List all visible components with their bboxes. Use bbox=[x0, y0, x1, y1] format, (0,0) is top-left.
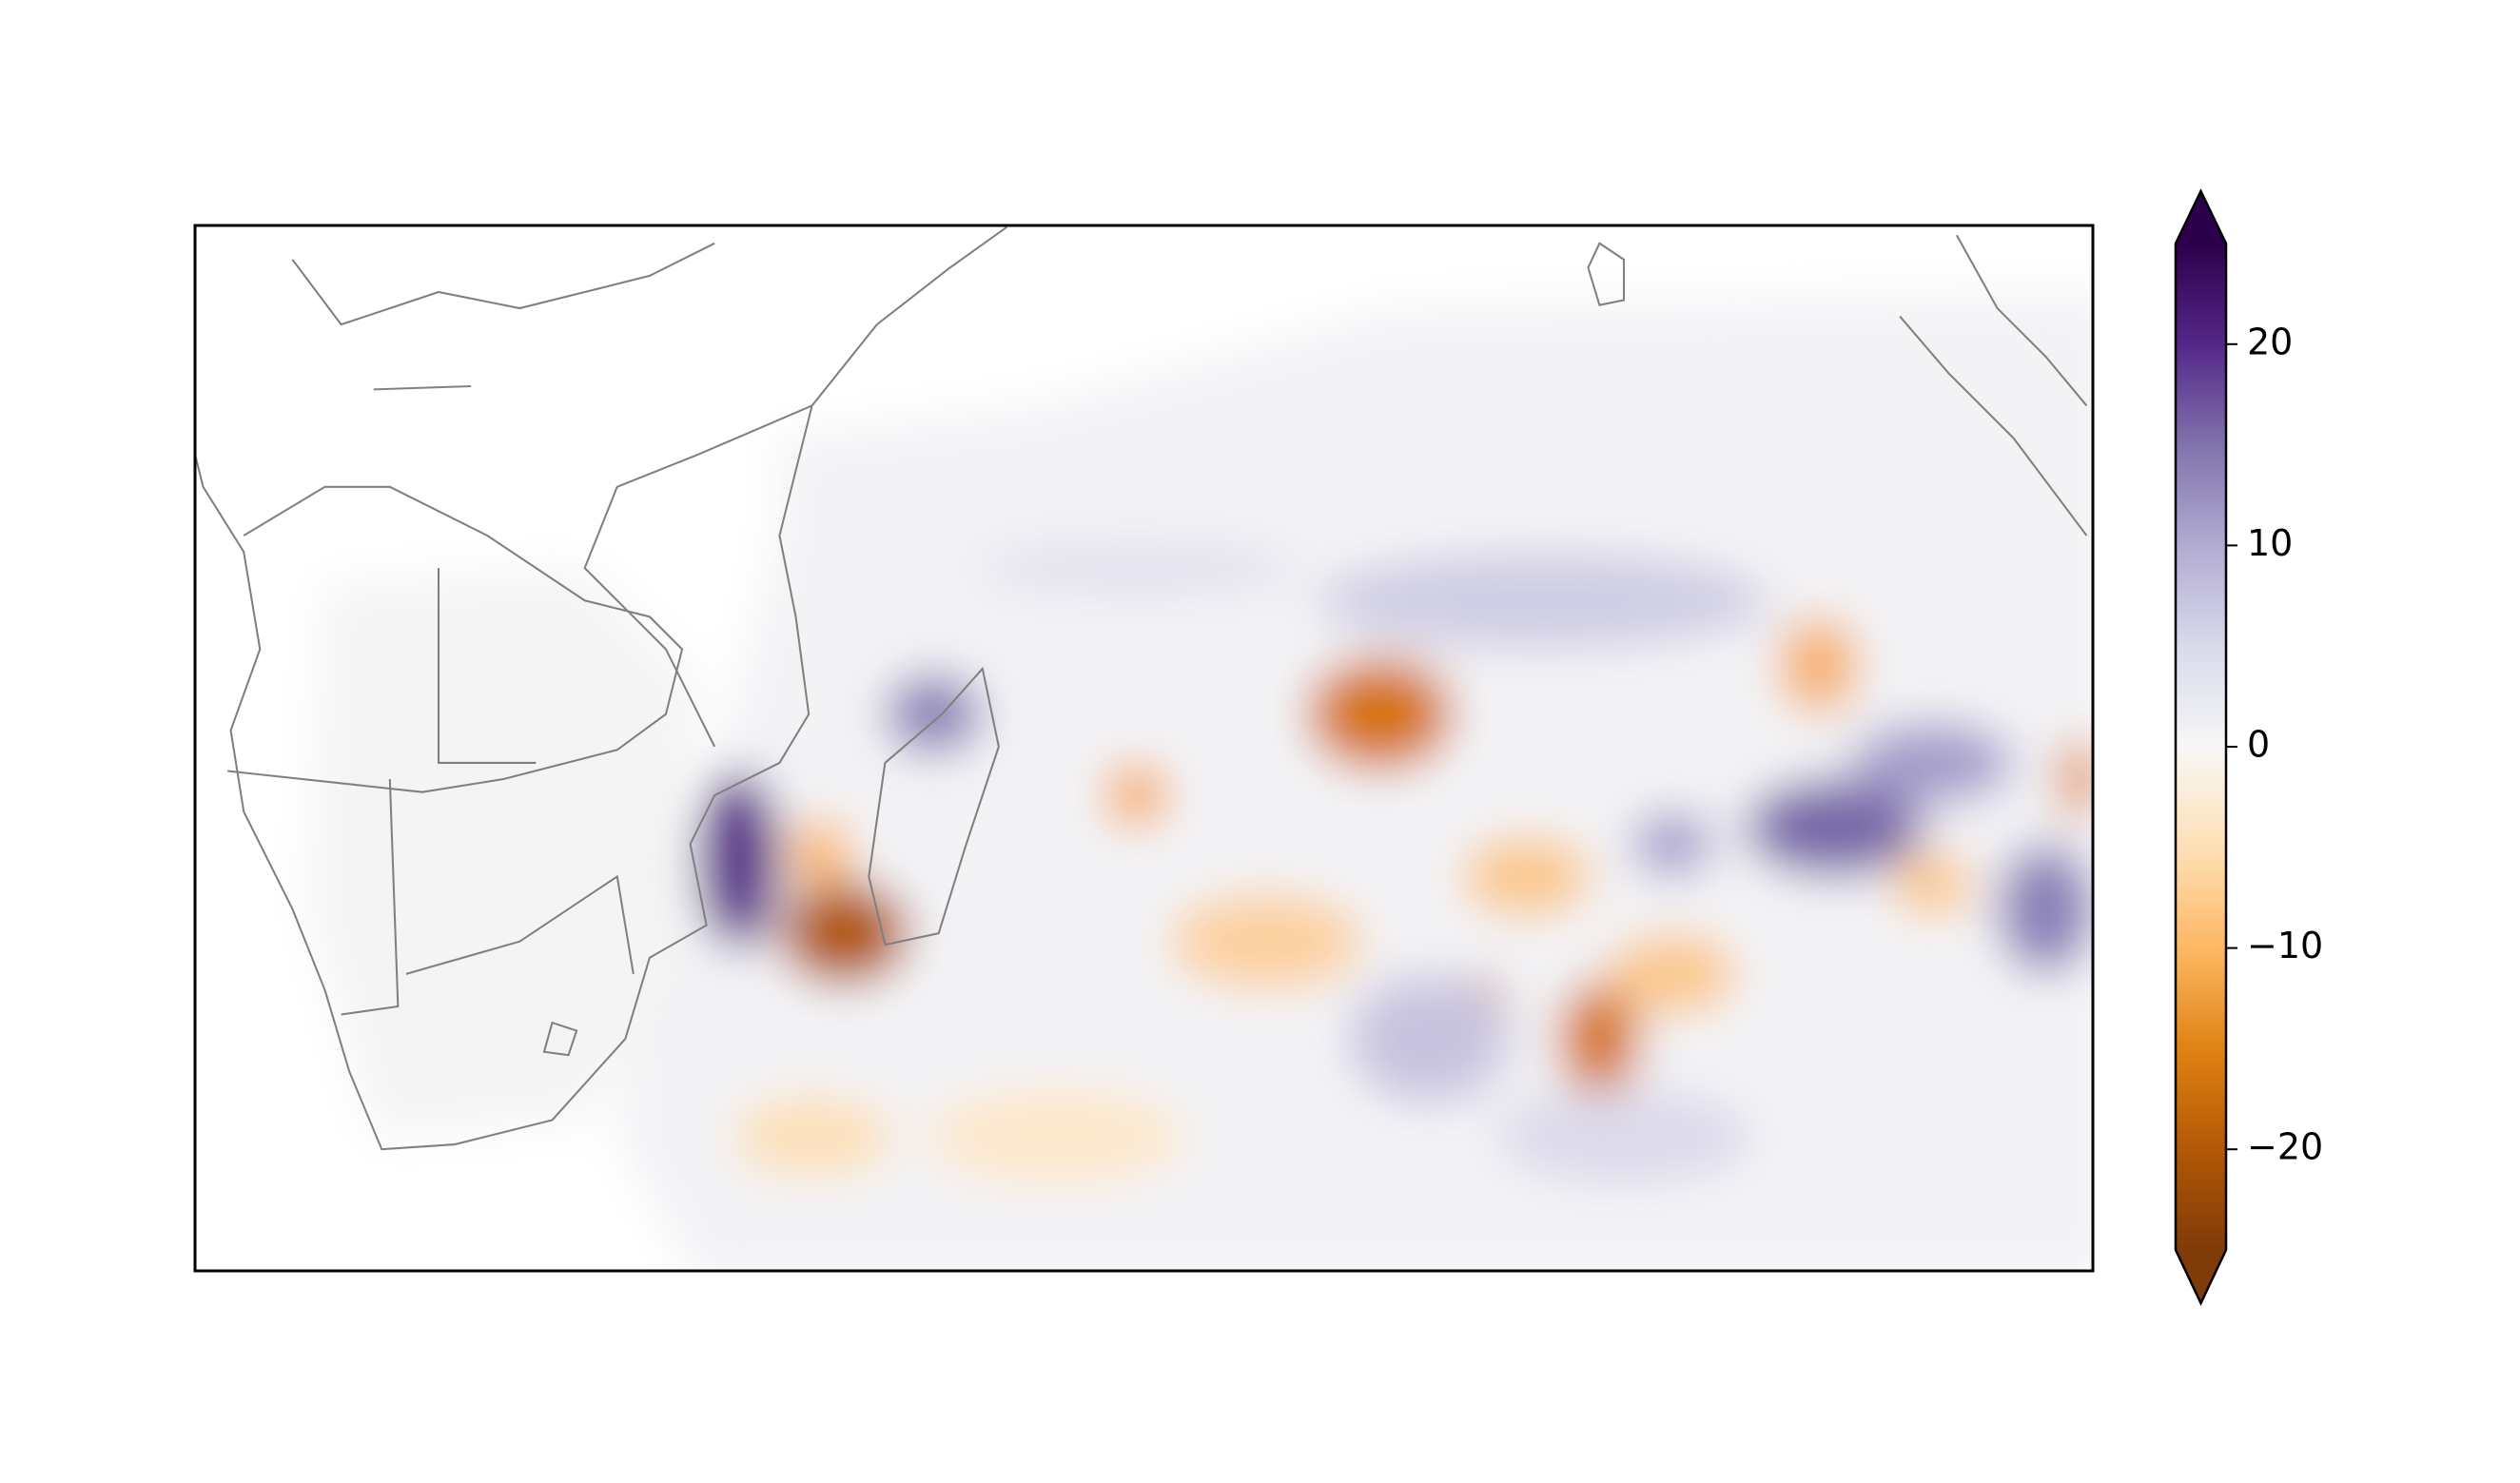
coastlines bbox=[195, 225, 2088, 1151]
colorbar-extend-top bbox=[2176, 191, 2226, 244]
colorbar-tick-label: −20 bbox=[2247, 1126, 2323, 1168]
colorbar: 20 10 0 −10 −20 bbox=[2174, 188, 2323, 1306]
colorbar-tick-label: 10 bbox=[2247, 522, 2293, 564]
map-field bbox=[195, 225, 2093, 1271]
colorbar-tick-label: 0 bbox=[2247, 724, 2270, 766]
colorbar-gradient bbox=[2176, 244, 2226, 1250]
colorbar-outline bbox=[2174, 188, 2228, 1306]
colorbar-extend-bottom bbox=[2176, 1250, 2226, 1303]
colorbar-tick-label: 20 bbox=[2247, 321, 2293, 362]
map-frame bbox=[193, 224, 2095, 1273]
colorbar-tick-label: −10 bbox=[2247, 925, 2323, 966]
